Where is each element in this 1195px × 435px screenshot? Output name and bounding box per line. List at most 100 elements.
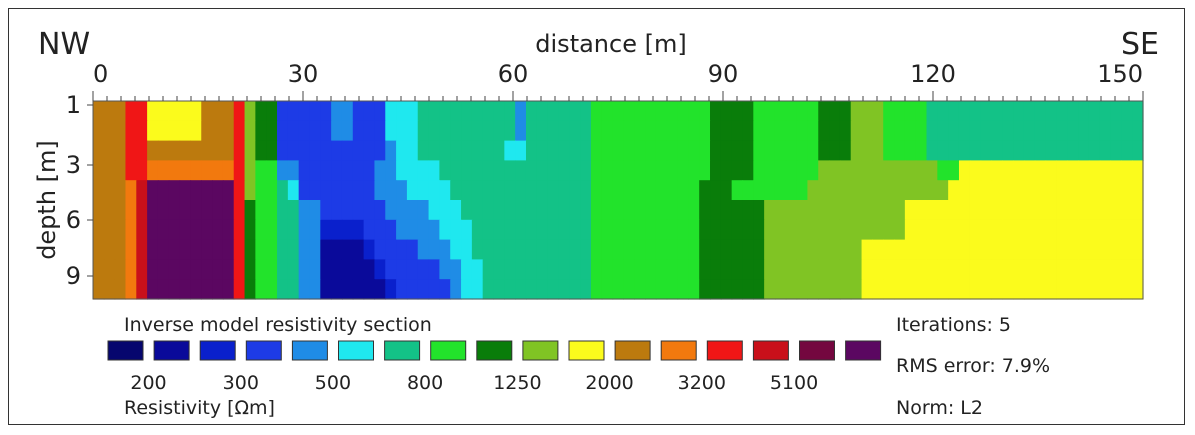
grid-cell xyxy=(147,200,159,221)
grid-cell xyxy=(774,120,787,142)
grid-cell xyxy=(731,120,744,142)
grid-cell xyxy=(396,219,408,241)
y-ticks: 1 3 6 9 xyxy=(66,91,93,290)
grid-cell xyxy=(991,140,1003,161)
grid-cell xyxy=(969,279,982,300)
x-tick-label: 150 xyxy=(1097,60,1143,88)
grid-cell xyxy=(958,160,971,181)
grid-cell xyxy=(168,239,181,260)
grid-cell xyxy=(482,180,495,201)
grid-cell xyxy=(536,140,549,161)
grid-cell xyxy=(980,101,993,122)
grid-cell xyxy=(547,239,560,260)
grid-cell xyxy=(829,200,841,221)
grid-cell xyxy=(1078,120,1090,142)
grid-cell xyxy=(1110,120,1122,142)
grid-cell xyxy=(688,239,700,260)
grid-cell xyxy=(417,160,430,181)
grid-cell xyxy=(720,219,733,241)
grid-cell xyxy=(331,200,343,221)
grid-cell xyxy=(969,259,982,280)
grid-cell xyxy=(590,101,603,122)
grid-cell xyxy=(1002,101,1014,122)
grid-cell xyxy=(580,160,592,181)
grid-cell xyxy=(1034,101,1047,122)
grid-cell xyxy=(926,200,938,221)
grid-cell xyxy=(136,180,148,201)
grid-cell xyxy=(623,279,635,300)
norm-label: Norm: L2 xyxy=(896,397,983,419)
grid-cell xyxy=(471,239,484,260)
grid-cell xyxy=(850,101,863,122)
grid-cell xyxy=(547,219,560,241)
grid-cell xyxy=(677,160,689,181)
grid-cell xyxy=(244,279,256,300)
grid-cell xyxy=(623,200,635,221)
grid-cell xyxy=(266,279,278,300)
grid-cell xyxy=(1132,200,1144,221)
grid-cell xyxy=(179,219,192,241)
grid-cell xyxy=(590,239,603,260)
grid-cell xyxy=(634,239,646,260)
grid-cell xyxy=(699,180,711,201)
grid-cell xyxy=(222,279,235,300)
grid-cell xyxy=(233,140,246,161)
grid-cell xyxy=(525,180,538,201)
grid-cell xyxy=(396,279,408,300)
grid-cell xyxy=(450,239,462,260)
grid-cell xyxy=(980,200,993,221)
legend-swatch xyxy=(522,340,559,361)
grid-cell xyxy=(341,101,354,122)
grid-cell xyxy=(699,279,711,300)
grid-cell xyxy=(547,101,560,122)
grid-cell xyxy=(450,259,462,280)
grid-cell xyxy=(699,120,711,142)
grid-cell xyxy=(796,160,809,181)
grid-cell xyxy=(515,101,527,122)
grid-cell xyxy=(904,279,917,300)
grid-cell xyxy=(201,239,213,260)
grid-cell xyxy=(450,140,462,161)
grid-cell xyxy=(1078,200,1090,221)
grid-cell xyxy=(699,101,711,122)
grid-cell xyxy=(125,259,137,280)
grid-cell xyxy=(883,140,895,161)
grid-cell xyxy=(980,120,993,142)
grid-cell xyxy=(482,219,495,241)
grid-cell xyxy=(428,180,440,201)
grid-cell xyxy=(645,259,657,280)
grid-cell xyxy=(287,200,300,221)
grid-cell xyxy=(1023,279,1036,300)
grid-cell xyxy=(1078,219,1090,241)
grid-cell xyxy=(471,180,484,201)
grid-cell xyxy=(1002,200,1014,221)
grid-cell xyxy=(493,140,505,161)
grid-cell xyxy=(753,279,765,300)
grid-cell xyxy=(666,200,679,221)
grid-cell xyxy=(255,140,267,161)
grid-cell xyxy=(125,279,137,300)
grid-cell xyxy=(861,160,873,181)
grid-cell xyxy=(785,259,798,280)
grid-cell xyxy=(190,200,202,221)
grid-cell xyxy=(320,120,332,142)
grid-cell xyxy=(937,239,949,260)
grid-cell xyxy=(255,180,267,201)
grid-cell xyxy=(883,239,895,260)
grid-cell xyxy=(861,140,873,161)
grid-cell xyxy=(731,200,744,221)
grid-cell xyxy=(645,200,657,221)
grid-cell xyxy=(277,160,289,181)
grid-cell xyxy=(341,180,354,201)
grid-cell xyxy=(623,259,635,280)
grid-cell xyxy=(439,140,451,161)
grid-cell xyxy=(125,180,137,201)
grid-cell xyxy=(428,219,440,241)
grid-cell xyxy=(688,279,700,300)
grid-cell xyxy=(439,120,451,142)
grid-cell xyxy=(742,279,754,300)
grid-cell xyxy=(471,160,484,181)
grid-cell xyxy=(796,120,809,142)
grid-cell xyxy=(406,219,419,241)
grid-cell xyxy=(212,219,224,241)
